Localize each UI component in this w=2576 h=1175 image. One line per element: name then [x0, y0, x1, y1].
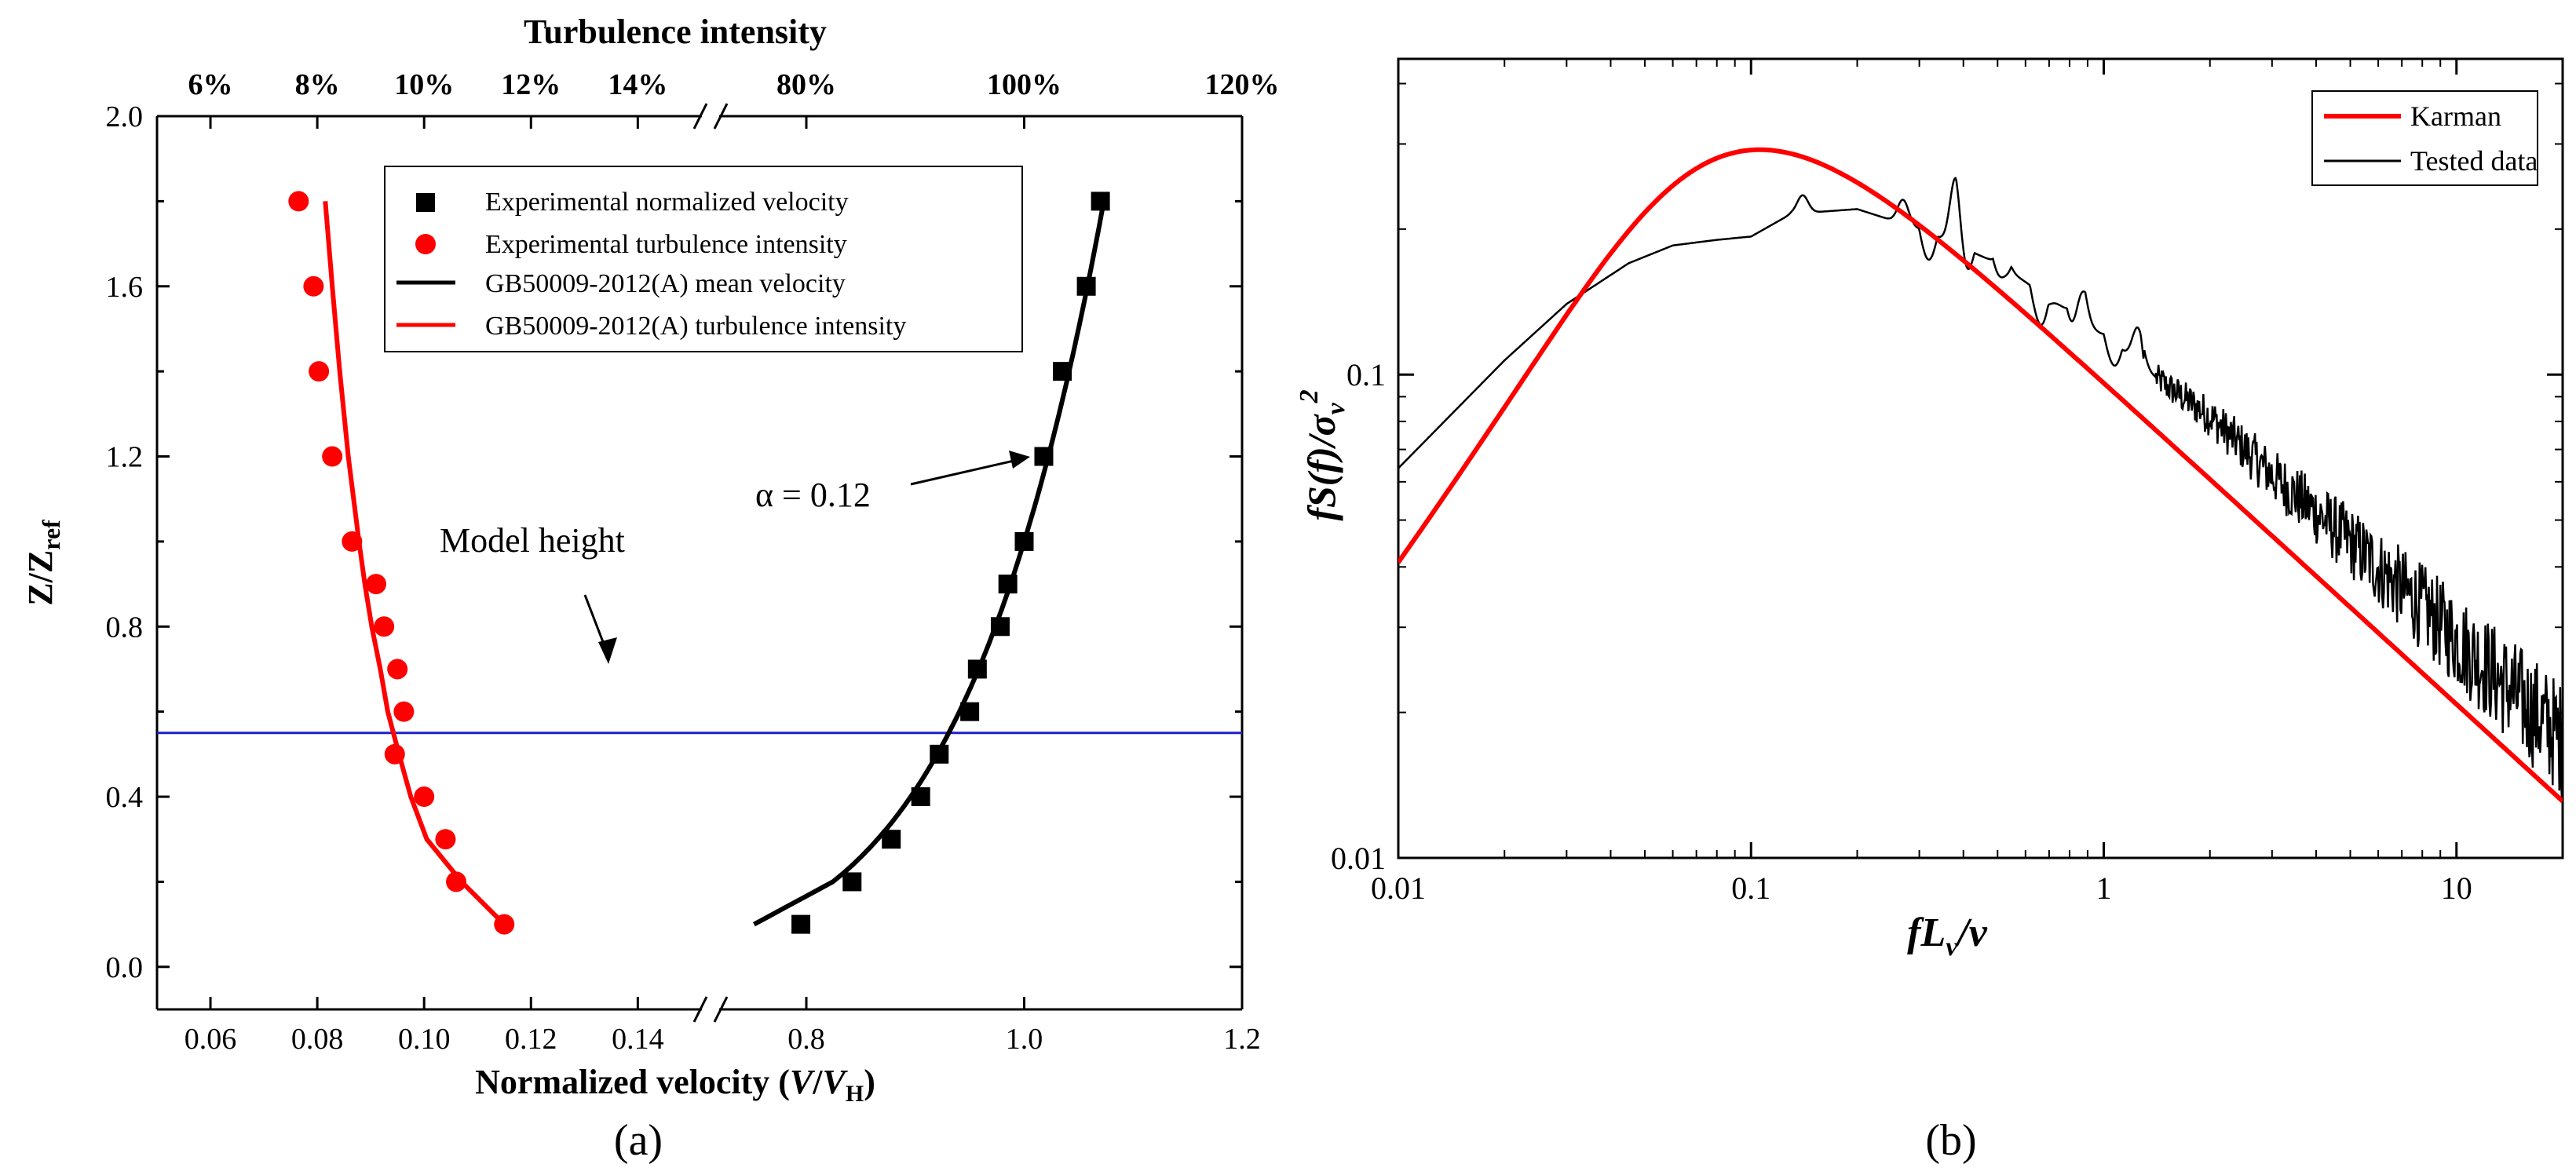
velocity-data-point — [1053, 362, 1072, 381]
x-tick-label: 0.12 — [505, 1023, 557, 1056]
panel-a-axes: 0.0 0.4 0.8 1.2 1.6 2.0 0.06 0.08 0.10 0.12 0.14 0.… — [106, 68, 1280, 1056]
velocity-data-point — [791, 914, 811, 934]
y-tick-label: 1.6 — [106, 271, 144, 304]
model-height-arrowhead — [598, 637, 617, 664]
x-tick-label: 1.0 — [1006, 1023, 1043, 1056]
velocity-data-point — [911, 787, 930, 807]
y-tick-label: 0.8 — [106, 611, 144, 644]
legend-label: Experimental normalized velocity — [485, 188, 849, 217]
legend-label: Tested data — [2410, 145, 2538, 177]
x-tick-label: 10 — [2441, 870, 2472, 906]
panel-b-chart: 0.01 0.1 1 10 0.01 0.1 fS(f)/σv2 fLv/v Karman… — [1295, 57, 2564, 1165]
velocity-data-point — [1014, 531, 1034, 551]
panel-b-legend: Karman Tested data — [2311, 90, 2538, 186]
turbulence-data-point — [384, 743, 405, 764]
velocity-data-point — [930, 744, 949, 764]
top-tick-label: 10% — [394, 68, 454, 101]
y-tick-label: 0.4 — [106, 781, 144, 814]
panel-a-title: Turbulence intensity — [524, 13, 827, 51]
velocity-data-point — [998, 575, 1018, 594]
panel-b-legend-box — [2311, 90, 2538, 186]
legend-label: Experimental turbulence intensity — [485, 230, 847, 259]
velocity-data-point — [960, 702, 980, 721]
legend-marker-circle — [415, 234, 436, 254]
top-tick-label: 120% — [1205, 68, 1280, 101]
top-tick-label: 8% — [295, 68, 340, 101]
turbulence-data-point — [494, 914, 515, 935]
y-tick-label: 0.1 — [1346, 357, 1386, 392]
panel-a-top-break-mark — [692, 103, 708, 130]
gb-mean-velocity-curve — [752, 200, 1106, 927]
alpha-arrowhead — [1009, 451, 1030, 469]
turbulence-data-point — [342, 531, 363, 552]
gb-turbulence-intensity-curve — [323, 201, 506, 926]
x-tick-label: 0.8 — [787, 1023, 825, 1056]
turbulence-data-point — [374, 616, 395, 637]
top-tick-label: 14% — [608, 68, 667, 101]
x-tick-label: 0.14 — [612, 1023, 664, 1056]
turbulence-data-point — [387, 659, 408, 680]
panel-a-legend-box — [384, 166, 1023, 352]
panel-a-series — [157, 191, 1242, 935]
x-tick-label: 1 — [2096, 870, 2112, 906]
velocity-data-point — [967, 659, 987, 679]
panel-a-label: (a) — [614, 1116, 663, 1165]
y-tick-label: 0.01 — [1331, 841, 1386, 876]
top-tick-label: 12% — [501, 68, 561, 101]
y-tick-label: 2.0 — [106, 100, 144, 133]
top-tick-label: 100% — [987, 68, 1061, 101]
panel-b-label: (b) — [1925, 1116, 1976, 1165]
x-tick-label: 0.06 — [185, 1023, 237, 1056]
y-tick-label: 0.0 — [106, 951, 144, 984]
turbulence-data-point — [309, 361, 330, 382]
panel-a-x-label: Normalized velocity (V/VH) — [475, 1063, 875, 1107]
x-tick-label: 0.10 — [398, 1023, 451, 1056]
top-tick-label: 80% — [776, 68, 836, 101]
turbulence-data-point — [322, 446, 343, 467]
velocity-data-point — [1034, 447, 1054, 466]
turbulence-data-point — [435, 829, 456, 850]
legend-label: Karman — [2410, 100, 2501, 132]
panel-b-x-label: fLv/v — [1907, 910, 1988, 962]
panel-a-chart: 0.0 0.4 0.8 1.2 1.6 2.0 0.06 0.08 0.10 0.12 0.14 0.… — [21, 13, 1280, 1165]
x-tick-label: 0.01 — [1371, 870, 1426, 906]
turbulence-data-point — [365, 574, 386, 595]
velocity-data-point — [1076, 276, 1096, 296]
alpha-arrow — [910, 458, 1021, 486]
x-tick-label: 0.08 — [291, 1023, 344, 1056]
velocity-data-point — [990, 617, 1010, 637]
panel-b-axes: 0.01 0.1 1 10 0.01 0.1 — [1331, 59, 2563, 906]
y-tick-label: 1.2 — [106, 441, 144, 474]
velocity-data-point — [882, 830, 901, 849]
tested-data-line — [1398, 177, 2563, 797]
panel-a-y-label: Z/Zref — [21, 520, 65, 606]
velocity-data-point — [1091, 192, 1110, 211]
top-tick-label: 6% — [188, 68, 233, 101]
x-tick-label: 1.2 — [1223, 1023, 1261, 1056]
turbulence-data-point — [446, 871, 467, 892]
turbulence-data-point — [393, 701, 415, 722]
panel-b-series — [1398, 147, 2563, 804]
velocity-data-point — [842, 872, 862, 892]
panel-b-frame — [1397, 57, 2564, 859]
panel-a-bottom-break-mark — [713, 996, 729, 1023]
karman-curve — [1398, 147, 2563, 804]
alpha-annotation: α = 0.12 — [755, 476, 871, 514]
legend-label: GB50009-2012(A) turbulence intensity — [485, 312, 906, 341]
model-height-label: Model height — [440, 521, 625, 560]
panel-a-top-break-mark — [713, 103, 729, 130]
turbulence-data-point — [303, 276, 324, 297]
panel-a-legend: Experimental normalized velocity Experim… — [384, 166, 1023, 352]
turbulence-data-point — [288, 191, 309, 212]
panel-a-bottom-break-mark — [692, 996, 708, 1023]
legend-marker-square — [416, 193, 435, 212]
legend-label: GB50009-2012(A) mean velocity — [485, 269, 846, 298]
turbulence-data-point — [414, 786, 435, 808]
panel-b-y-label: fS(f)/σv2 — [1295, 389, 1350, 520]
x-tick-label: 0.1 — [1731, 870, 1770, 906]
